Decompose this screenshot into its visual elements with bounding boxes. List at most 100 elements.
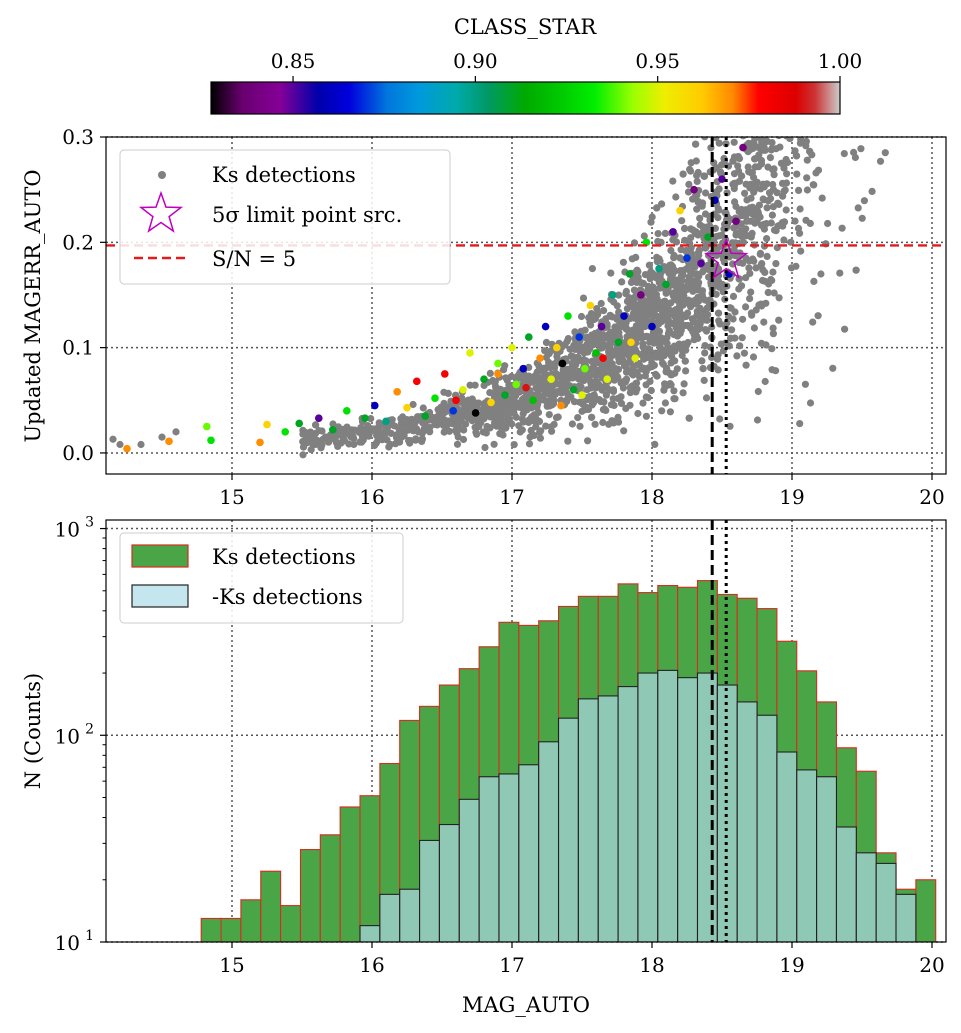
scatter-point <box>458 407 466 415</box>
scatter-point <box>642 332 651 340</box>
scatter-point <box>881 149 889 157</box>
scatter-point <box>558 371 566 379</box>
scatter-point <box>802 42 809 49</box>
scatter-colored-point <box>525 333 533 341</box>
scatter-point <box>757 261 765 269</box>
scatter-point <box>610 401 618 409</box>
scatter-point <box>708 126 715 133</box>
scatter-point <box>624 297 632 305</box>
scatter-point <box>441 407 449 416</box>
histogram-x-tick-label: 18 <box>639 953 664 977</box>
scatter-point <box>373 431 381 439</box>
scatter-point <box>527 416 535 424</box>
scatter-point <box>702 189 710 197</box>
histogram-neg-ks-bar <box>399 888 421 942</box>
scatter-x-tick-label: 19 <box>779 485 804 509</box>
scatter-point <box>666 408 675 416</box>
scatter-point <box>793 29 800 36</box>
scatter-point <box>545 411 553 419</box>
scatter-point <box>858 214 866 222</box>
scatter-colored-point <box>413 377 421 386</box>
scatter-point <box>783 127 790 134</box>
scatter-point <box>318 427 326 435</box>
scatter-colored-point <box>620 312 628 320</box>
scatter-point <box>756 61 763 68</box>
scatter-point <box>565 374 573 382</box>
scatter-point <box>869 52 876 59</box>
scatter-point <box>715 185 723 193</box>
scatter-point <box>663 334 671 342</box>
scatter-point <box>742 303 750 311</box>
scatter-point <box>672 238 681 246</box>
histogram-ks-bar <box>200 917 222 942</box>
scatter-point <box>842 96 849 103</box>
scatter-point <box>582 403 590 411</box>
scatter-colored-point <box>586 301 595 310</box>
scatter-point <box>622 404 630 413</box>
histogram-x-tick-label: 20 <box>919 953 944 977</box>
scatter-point <box>577 312 586 321</box>
scatter-point <box>700 376 708 384</box>
scatter-point <box>730 185 738 193</box>
scatter-point <box>643 317 651 325</box>
scatter-point <box>705 128 712 135</box>
scatter-point <box>617 399 626 407</box>
scatter-point <box>678 217 686 225</box>
scatter-colored-point <box>487 398 495 407</box>
histogram-ks-bar <box>319 834 341 942</box>
scatter-colored-points <box>123 143 747 453</box>
scatter-point <box>762 299 770 307</box>
scatter-x-tick-label: 18 <box>639 485 664 509</box>
scatter-point <box>768 34 775 41</box>
scatter-point <box>554 413 562 421</box>
scatter-point <box>654 336 662 344</box>
scatter-point <box>739 126 746 133</box>
scatter-point <box>760 318 768 326</box>
histogram-neg-ks-bar <box>736 701 758 942</box>
scatter-point <box>797 64 804 71</box>
scatter-point <box>797 247 805 255</box>
scatter-point <box>778 179 787 187</box>
scatter-colored-point <box>471 409 480 417</box>
scatter-point <box>669 177 677 185</box>
scatter-point <box>769 45 776 52</box>
scatter-colored-point <box>547 375 555 384</box>
histogram-neg-ks-bar <box>776 751 798 942</box>
scatter-point <box>655 271 663 279</box>
scatter-point <box>779 118 786 125</box>
scatter-point <box>553 358 561 366</box>
scatter-point <box>535 367 543 375</box>
scatter-point <box>414 413 422 421</box>
histogram-panel: 15 16 17 18 19 20 10 1 10 2 10 3 N (Counts) MAG_AUT… <box>21 515 947 1017</box>
legend-star-marker <box>138 190 184 233</box>
scatter-point <box>640 355 648 363</box>
scatter-point <box>602 315 610 323</box>
scatter-colored-point <box>558 359 567 368</box>
scatter-point <box>763 204 771 212</box>
histogram-x-tick-label: 17 <box>499 953 524 977</box>
scatter-point <box>628 255 636 263</box>
scatter-point <box>796 205 804 213</box>
scatter-point <box>796 420 804 428</box>
scatter-point <box>791 217 799 225</box>
scatter-point <box>829 364 837 372</box>
scatter-point <box>775 137 783 140</box>
scatter-point <box>806 219 814 227</box>
scatter-point <box>738 334 746 342</box>
legend-ks-swatch <box>131 544 189 568</box>
scatter-colored-point <box>553 343 561 352</box>
scatter-point <box>698 293 706 301</box>
scatter-point <box>770 289 778 297</box>
scatter-point <box>516 402 525 410</box>
scatter-point <box>775 54 782 61</box>
scatter-point <box>806 128 813 135</box>
scatter-point <box>576 345 584 353</box>
scatter-point <box>658 359 667 367</box>
scatter-point <box>592 384 600 392</box>
scatter-point <box>484 404 492 412</box>
scatter-point <box>849 0 856 3</box>
scatter-point <box>756 250 764 258</box>
scatter-point <box>852 266 860 274</box>
scatter-point <box>765 75 772 82</box>
scatter-point <box>722 209 730 218</box>
